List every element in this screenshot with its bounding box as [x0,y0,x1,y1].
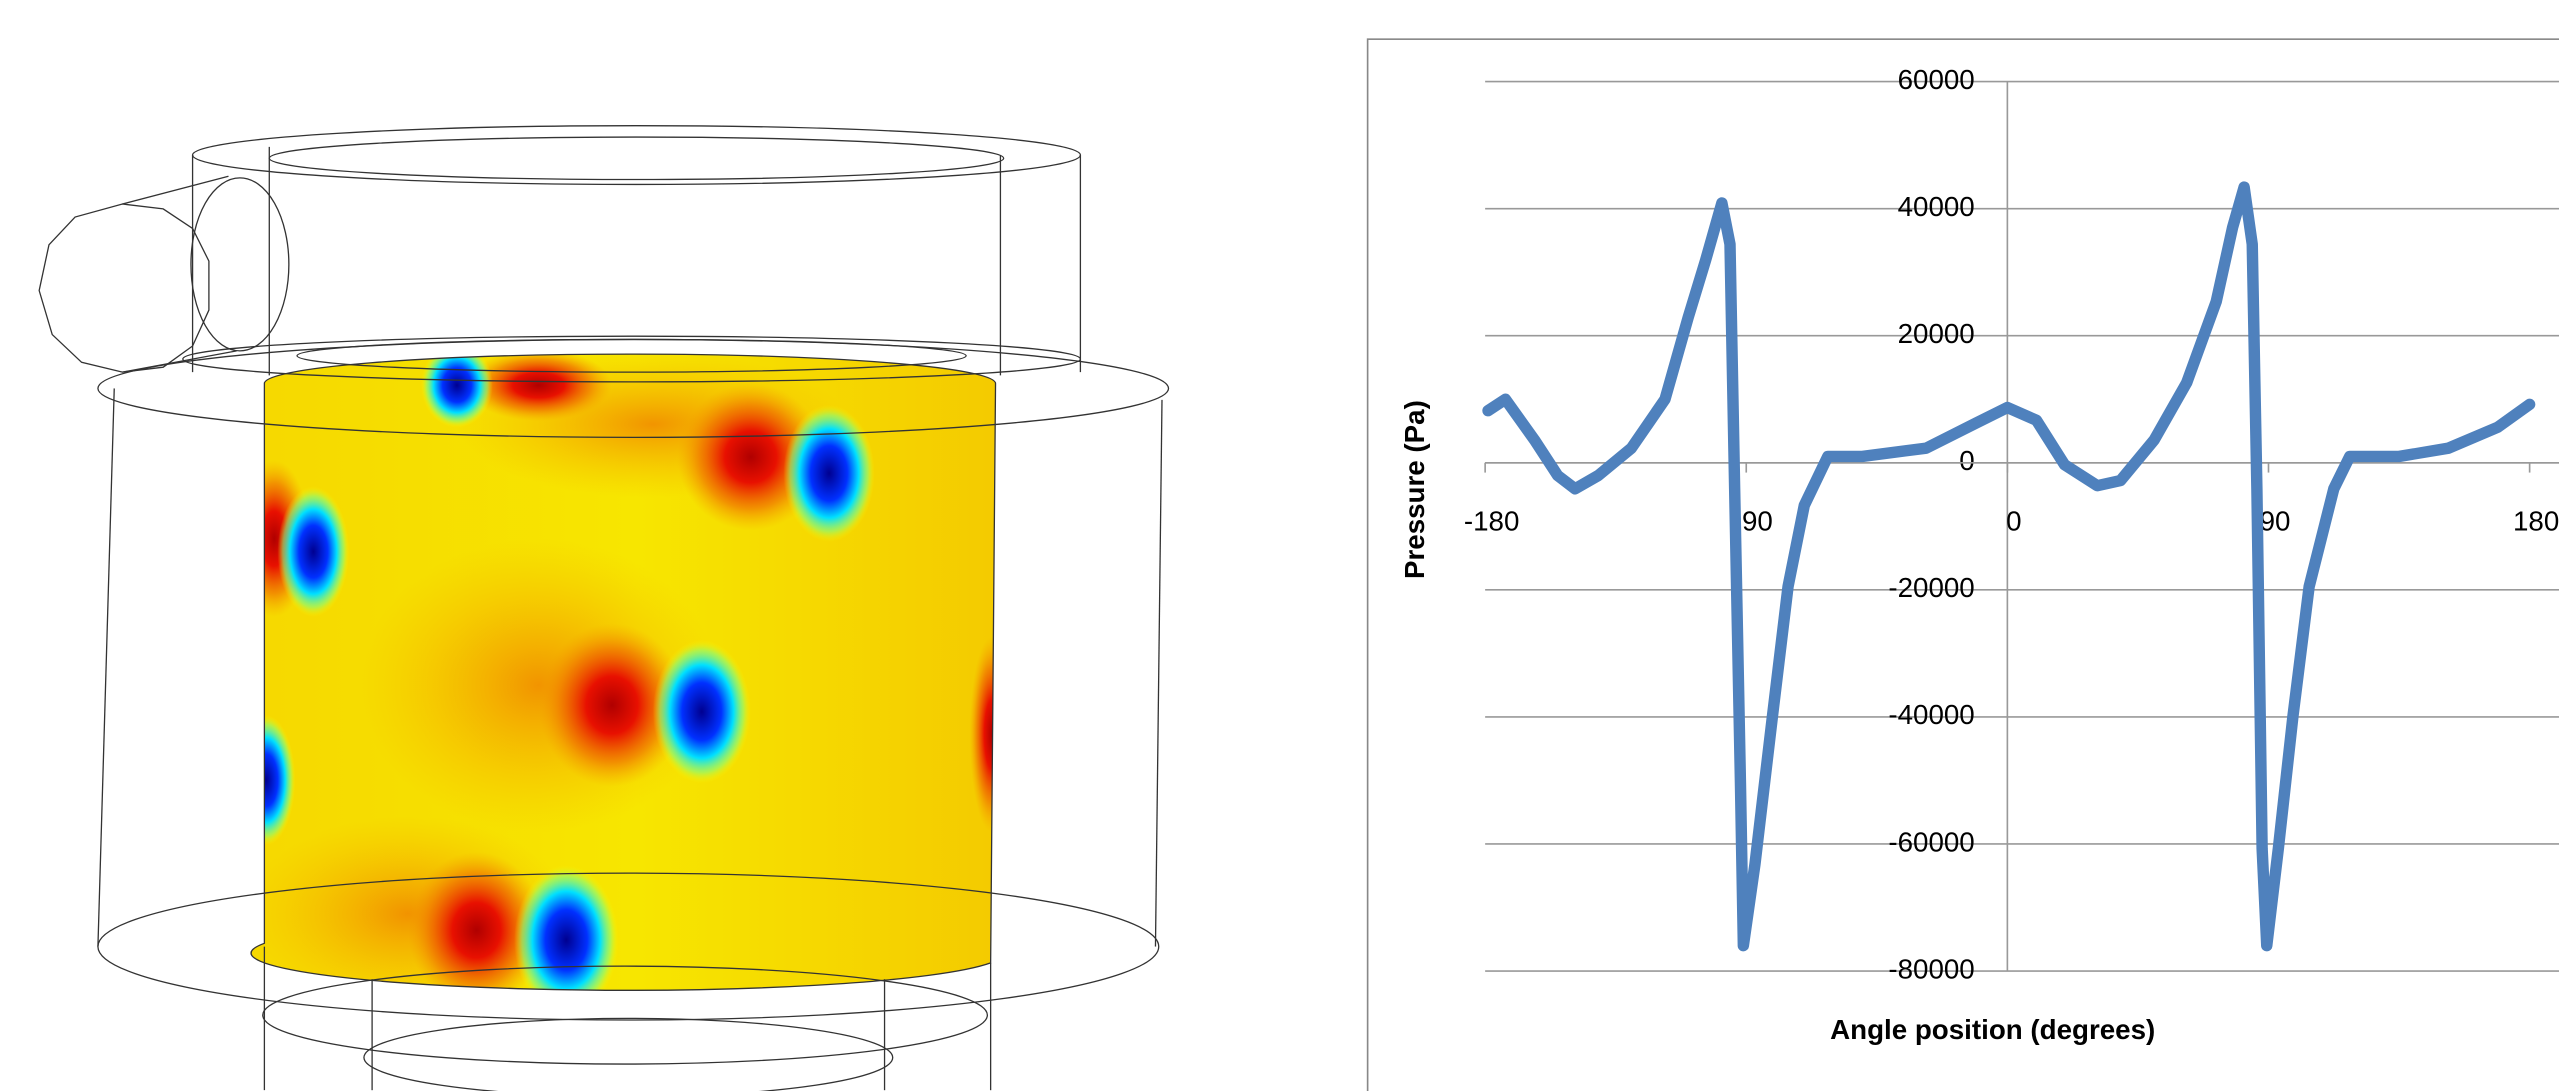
x-tick-label: -180 [1464,506,1520,537]
y-tick-label: 60000 [1898,64,1975,95]
chart: Angle position (degrees) Pressure (Pa) -… [1399,64,2559,1045]
simulation-render [38,125,1170,1091]
y-tick-label: 20000 [1898,318,1975,349]
x-tick-label: 0 [2006,506,2021,537]
y-tick-label: 0 [1959,445,1974,476]
x-tick-label: 180 [2513,506,2559,537]
y-tick-label: -40000 [1888,699,1974,730]
y-tick-label: -80000 [1888,953,1974,984]
chart-frame [1366,38,2559,1091]
data-line [1482,181,2536,952]
y-tick-label: -60000 [1888,826,1974,857]
x-tick-label: 90 [2260,506,2291,537]
x-axis-label: Angle position (degrees) [1830,1014,2155,1045]
y-axis-label: Pressure (Pa) [1399,400,1430,579]
y-tick-label: -20000 [1888,572,1974,603]
y-tick-label: 40000 [1898,191,1975,222]
